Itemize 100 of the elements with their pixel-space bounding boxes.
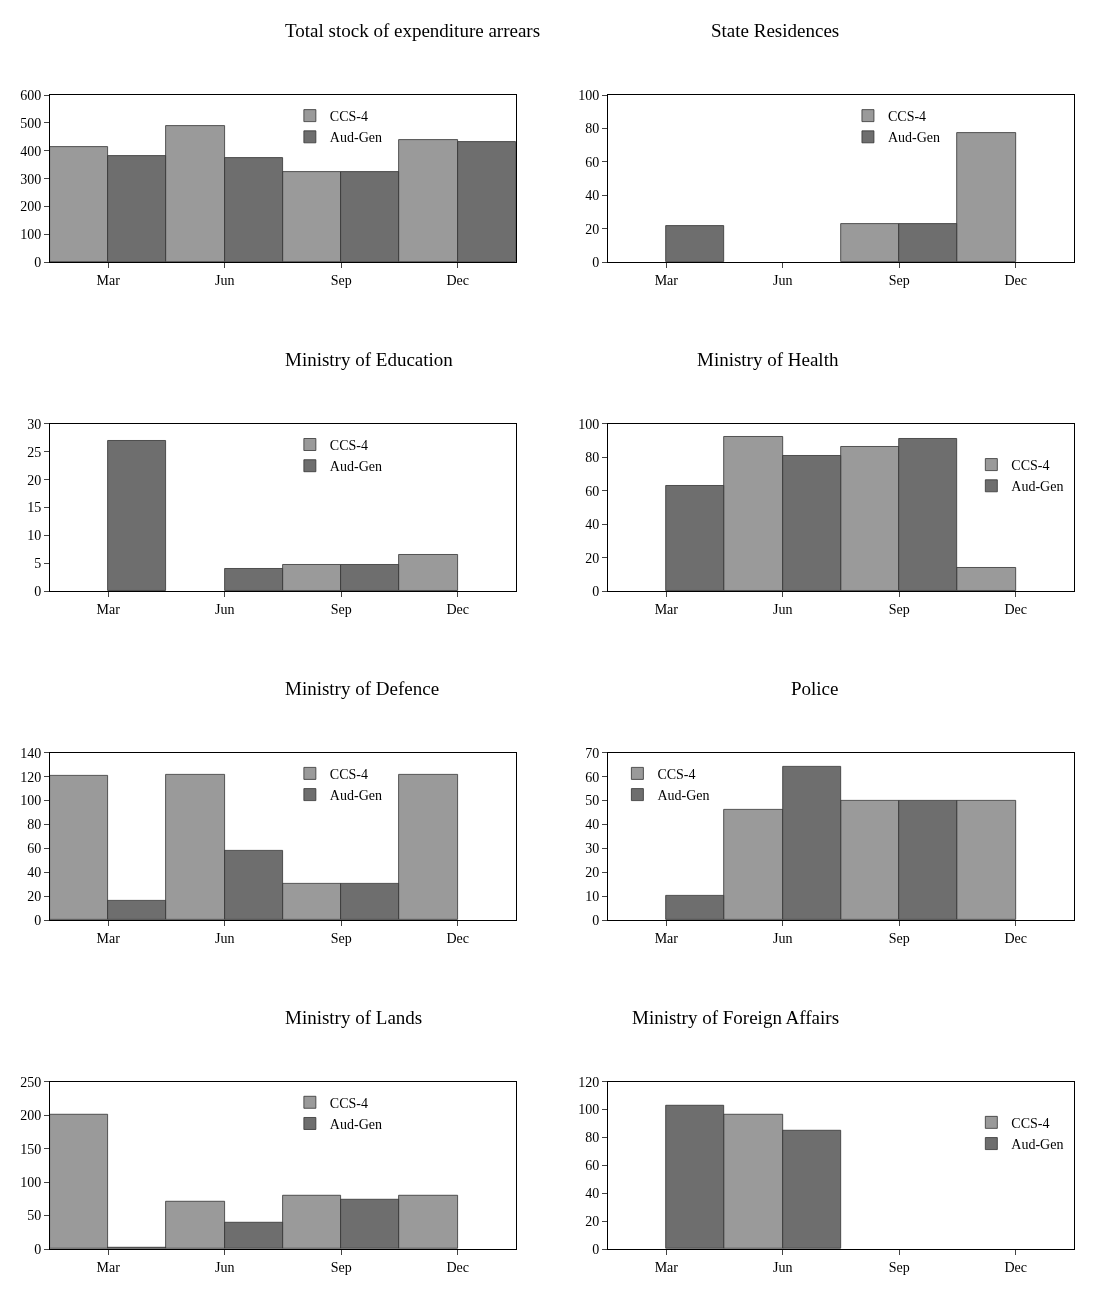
y-tick-label: 30 <box>27 416 42 432</box>
y-tick-label: 40 <box>585 1186 600 1202</box>
y-tick-label: 80 <box>585 450 600 466</box>
x-tick-label: Jun <box>773 930 793 946</box>
legend-label: Aud-Gen <box>1011 1137 1064 1153</box>
legend-label: CCS-4 <box>1011 1115 1050 1131</box>
y-tick-label: 70 <box>585 745 600 761</box>
y-tick-label: 20 <box>585 221 600 237</box>
chart-title: Ministry of Health <box>697 349 839 370</box>
y-tick-label: 40 <box>585 517 600 533</box>
x-tick-label: Jun <box>214 602 235 618</box>
x-tick-label: Dec <box>446 273 469 289</box>
y-tick-label: 0 <box>592 255 600 271</box>
x-tick-label: Mar <box>96 602 121 618</box>
y-tick-label: 60 <box>585 483 600 499</box>
y-tick-label: 120 <box>578 1074 600 1090</box>
y-tick-label: 60 <box>585 1158 600 1174</box>
chart-title: Ministry of Education <box>285 349 454 370</box>
y-tick-label: 30 <box>585 841 600 857</box>
x-tick-label: Dec <box>1004 273 1028 289</box>
x-tick-label: Dec <box>1004 930 1028 946</box>
x-tick-label: Dec <box>1004 1259 1028 1275</box>
y-tick-label: 80 <box>585 1130 600 1146</box>
y-tick-label: 250 <box>20 1074 42 1090</box>
y-tick-label: 20 <box>585 865 600 881</box>
chart-title: State Residences <box>711 20 840 41</box>
x-tick-label: Mar <box>96 1259 121 1275</box>
y-tick-label: 0 <box>34 255 42 271</box>
y-tick-label: 10 <box>585 889 600 905</box>
x-tick-label: Jun <box>214 930 235 946</box>
legend-label: CCS-4 <box>1011 458 1050 474</box>
x-tick-label: Dec <box>446 602 469 618</box>
y-tick-label: 200 <box>20 1108 42 1124</box>
y-tick-label: 80 <box>585 121 600 137</box>
y-tick-label: 25 <box>27 444 42 460</box>
y-tick-label: 140 <box>20 745 42 761</box>
y-tick-label: 0 <box>592 913 600 929</box>
y-tick-label: 20 <box>585 550 600 566</box>
y-tick-label: 60 <box>27 841 42 857</box>
chart-title: Police <box>791 678 839 699</box>
y-tick-label: 80 <box>27 817 42 833</box>
y-tick-label: 60 <box>585 154 600 170</box>
x-tick-label: Sep <box>330 930 352 946</box>
y-tick-label: 20 <box>27 472 42 488</box>
x-tick-label: Mar <box>654 273 679 289</box>
y-tick-label: 100 <box>578 87 600 103</box>
legend-label: CCS-4 <box>887 109 927 125</box>
y-tick-label: 5 <box>34 556 42 572</box>
x-tick-label: Sep <box>888 273 910 289</box>
x-tick-label: Jun <box>773 1259 793 1275</box>
y-tick-label: 40 <box>585 188 600 204</box>
y-tick-label: 100 <box>578 416 600 432</box>
x-tick-label: Jun <box>214 273 235 289</box>
x-tick-label: Sep <box>330 273 352 289</box>
y-tick-label: 50 <box>27 1208 42 1224</box>
legend-label: Aud-Gen <box>329 1116 382 1132</box>
y-tick-label: 600 <box>20 87 42 103</box>
x-tick-label: Sep <box>888 602 910 618</box>
y-tick-label: 100 <box>20 227 42 243</box>
legend-label: Aud-Gen <box>887 130 941 146</box>
legend-label: Aud-Gen <box>329 788 382 804</box>
x-tick-label: Jun <box>214 1259 235 1275</box>
y-tick-label: 50 <box>585 793 600 809</box>
legend-label: CCS-4 <box>657 766 696 782</box>
bar <box>107 440 166 591</box>
y-tick-label: 200 <box>20 199 42 215</box>
legend-label: CCS-4 <box>329 109 368 125</box>
y-tick-label: 10 <box>27 528 42 544</box>
x-tick-label: Jun <box>773 602 793 618</box>
legend-label: CCS-4 <box>329 1095 368 1111</box>
legend-label: Aud-Gen <box>657 788 710 804</box>
x-tick-label: Dec <box>1004 602 1028 618</box>
legend-label: CCS-4 <box>329 437 368 453</box>
y-tick-label: 60 <box>585 769 600 785</box>
y-tick-label: 0 <box>34 913 42 929</box>
x-tick-label: Sep <box>330 602 352 618</box>
y-tick-label: 400 <box>20 143 42 159</box>
x-tick-label: Sep <box>888 1259 910 1275</box>
chart-title: Ministry of Lands <box>285 1007 423 1028</box>
legend-label: Aud-Gen <box>329 130 382 146</box>
x-tick-label: Dec <box>446 930 469 946</box>
y-tick-label: 100 <box>20 1174 42 1190</box>
y-tick-label: 40 <box>27 865 42 881</box>
x-tick-label: Mar <box>96 273 121 289</box>
y-tick-label: 20 <box>27 889 42 905</box>
x-tick-label: Mar <box>654 602 679 618</box>
y-tick-label: 15 <box>27 500 42 516</box>
y-tick-label: 300 <box>20 171 42 187</box>
y-tick-label: 20 <box>585 1214 600 1230</box>
x-tick-label: Sep <box>330 1259 352 1275</box>
y-tick-label: 100 <box>20 793 42 809</box>
x-tick-label: Sep <box>888 930 910 946</box>
y-tick-label: 40 <box>585 817 600 833</box>
chart-title: Ministry of Foreign Affairs <box>632 1007 840 1028</box>
y-tick-label: 500 <box>20 115 42 131</box>
x-tick-label: Mar <box>96 930 121 946</box>
chart-title: Ministry of Defence <box>285 678 440 699</box>
legend-label: Aud-Gen <box>1011 479 1064 495</box>
y-tick-label: 0 <box>592 1241 600 1257</box>
bar <box>665 225 725 262</box>
